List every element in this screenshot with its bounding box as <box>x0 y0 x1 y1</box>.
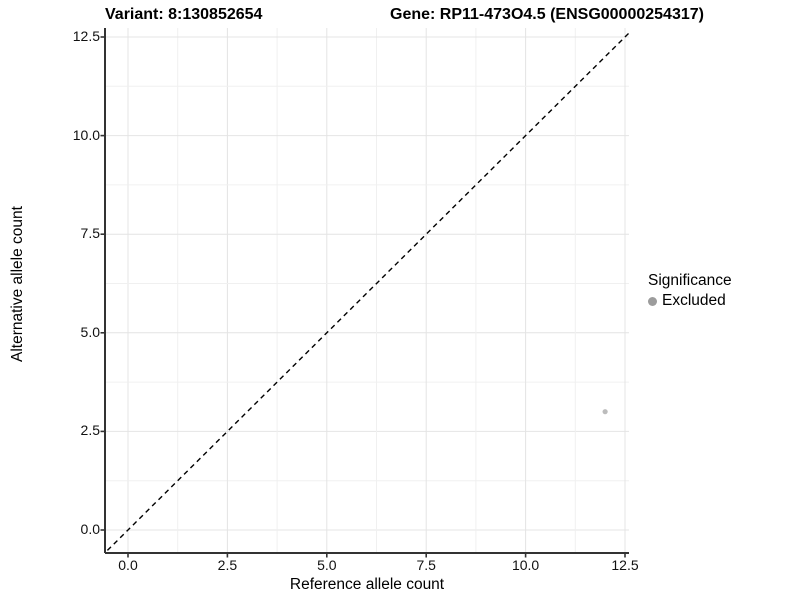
x-tick-label: 10.0 <box>511 557 540 573</box>
y-tick-label: 5.0 <box>80 323 100 340</box>
legend-item-excluded: Excluded <box>648 292 732 310</box>
y-tick-label: 10.0 <box>72 126 100 143</box>
plot-title-gene: Gene: RP11-473O4.5 (ENSG00000254317) <box>390 6 704 23</box>
y-tick-label: 7.5 <box>80 225 100 242</box>
data-point <box>602 409 608 415</box>
legend-item-label: Excluded <box>662 292 726 309</box>
legend-title: Significance <box>648 272 732 289</box>
legend: Significance Excluded <box>648 272 732 310</box>
y-tick-label: 2.5 <box>80 422 100 439</box>
y-tick-label: 12.5 <box>72 28 100 44</box>
legend-point-icon <box>648 296 657 306</box>
x-axis-title: Reference allele count <box>289 576 445 593</box>
y-axis-title: Alternative allele count <box>9 206 26 362</box>
identity-dashed-line <box>105 32 629 553</box>
plot-title-variant: Variant: 8:130852654 <box>105 6 263 23</box>
x-tick-label: 7.5 <box>416 557 436 573</box>
x-tick-label: 0.0 <box>118 557 138 573</box>
x-tick-label: 2.5 <box>217 557 238 573</box>
y-tick-label: 0.0 <box>80 521 100 537</box>
x-tick-label: 12.5 <box>611 557 639 573</box>
x-tick-label: 5.0 <box>317 557 337 573</box>
